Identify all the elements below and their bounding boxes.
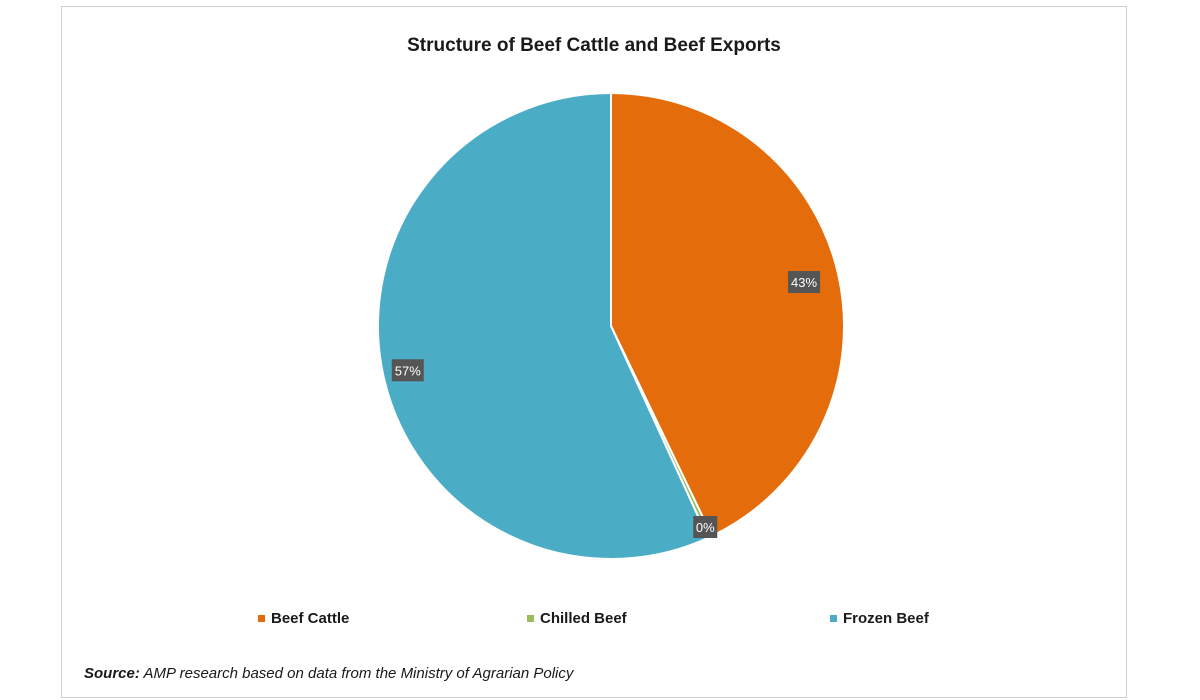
legend-swatch-frozen-beef [830, 615, 837, 622]
data-label-chilled-beef: 0% [693, 515, 718, 538]
legend-label-frozen-beef: Frozen Beef [843, 610, 929, 627]
data-label-text: 0% [696, 520, 715, 535]
pie-slice-beef-cattle [610, 91, 845, 538]
pie-chart: 43% 0% 57% [377, 91, 845, 560]
legend-item-chilled-beef: Chilled Beef [527, 610, 627, 627]
legend-item-beef-cattle: Beef Cattle [258, 610, 349, 627]
data-label-frozen-beef: 57% [391, 359, 424, 382]
source-note: Source: AMP research based on data from … [84, 665, 573, 682]
legend-item-frozen-beef: Frozen Beef [830, 610, 929, 627]
data-label-box [788, 271, 821, 294]
legend-label-chilled-beef: Chilled Beef [540, 610, 627, 627]
data-label-box [391, 359, 424, 382]
chart-area: Structure of Beef Cattle and Beef Export… [61, 6, 1127, 698]
legend-swatch-chilled-beef [527, 615, 534, 622]
data-label-text: 57% [395, 363, 421, 378]
legend: Beef Cattle Chilled Beef Frozen Beef [62, 610, 1126, 634]
data-label-beef-cattle: 43% [788, 271, 821, 294]
legend-label-beef-cattle: Beef Cattle [271, 610, 350, 627]
legend-swatch-beef-cattle [258, 615, 265, 622]
source-label: Source: [84, 665, 140, 682]
pie-slice-frozen-beef [377, 91, 710, 560]
source-text: AMP research based on data from the Mini… [143, 665, 574, 682]
data-label-text: 43% [791, 275, 817, 290]
chart-title: Structure of Beef Cattle and Beef Export… [407, 35, 781, 56]
data-label-box [693, 515, 718, 538]
